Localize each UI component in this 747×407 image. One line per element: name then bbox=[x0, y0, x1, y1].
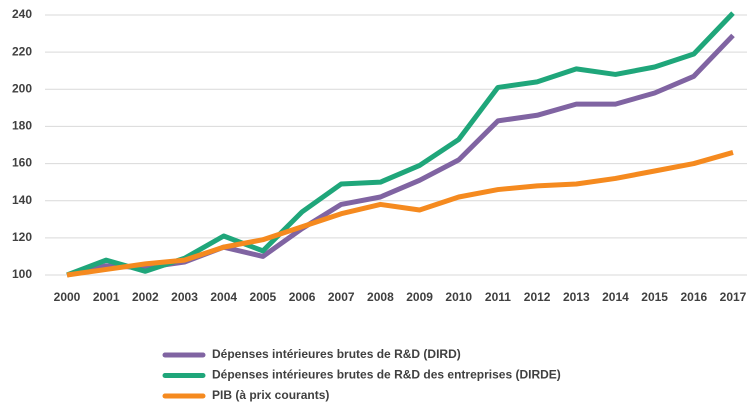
y-tick-label: 220 bbox=[12, 44, 32, 58]
y-tick-label: 160 bbox=[12, 156, 32, 170]
series-line bbox=[66, 150, 734, 278]
x-tick-label: 2007 bbox=[328, 290, 355, 304]
y-tick-label: 120 bbox=[12, 230, 32, 244]
x-tick-label: 2009 bbox=[406, 290, 433, 304]
y-tick-label: 100 bbox=[12, 267, 32, 281]
x-tick-label: 2004 bbox=[210, 290, 237, 304]
x-tick-label: 2017 bbox=[720, 290, 747, 304]
legend-label: Dépenses intérieures brutes de R&D des e… bbox=[212, 368, 561, 382]
x-tick-label: 2013 bbox=[563, 290, 590, 304]
y-tick-label: 240 bbox=[12, 7, 32, 21]
x-tick-label: 2003 bbox=[171, 290, 198, 304]
x-tick-label: 2011 bbox=[485, 290, 511, 304]
legend-label: Dépenses intérieures brutes de R&D (DIRD… bbox=[212, 347, 461, 361]
y-tick-label: 140 bbox=[12, 193, 32, 207]
y-tick-label: 200 bbox=[12, 81, 32, 95]
legend-label: PIB (à prix courants) bbox=[212, 388, 329, 402]
x-tick-label: 2005 bbox=[250, 290, 277, 304]
x-tick-label: 2008 bbox=[367, 290, 394, 304]
x-tick-label: 2015 bbox=[641, 290, 668, 304]
x-tick-label: 2001 bbox=[93, 290, 120, 304]
x-tick-label: 2006 bbox=[289, 290, 316, 304]
x-tick-label: 2012 bbox=[524, 290, 551, 304]
x-tick-label: 2010 bbox=[445, 290, 472, 304]
x-tick-label: 2014 bbox=[602, 290, 629, 304]
x-tick-label: 2000 bbox=[54, 290, 81, 304]
y-tick-label: 180 bbox=[12, 119, 32, 133]
x-tick-label: 2002 bbox=[132, 290, 159, 304]
x-tick-label: 2016 bbox=[680, 290, 707, 304]
